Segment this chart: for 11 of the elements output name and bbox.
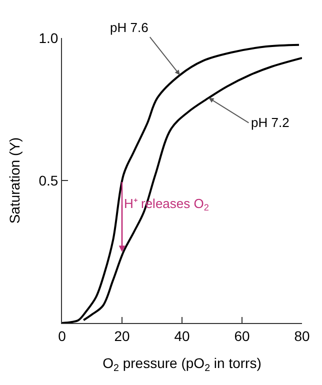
y-tick-label: 0.5 [38, 172, 58, 188]
x-tick-label: 20 [114, 328, 130, 344]
y-axis-title: Saturation (Y) [6, 137, 22, 224]
x-tick-label: 40 [174, 328, 190, 344]
x-tick-label: 60 [234, 328, 250, 344]
annotation: pH 7.6 [110, 20, 148, 35]
x-tick-label: 0 [58, 328, 66, 344]
x-axis-title: O$_{2}$ pressure (pO$_{2}$ in torrs) [102, 355, 262, 374]
y-tick-label: 1.0 [38, 30, 58, 46]
annotation: pH 7.2 [251, 115, 290, 130]
x-tick-label: 80 [294, 328, 310, 344]
